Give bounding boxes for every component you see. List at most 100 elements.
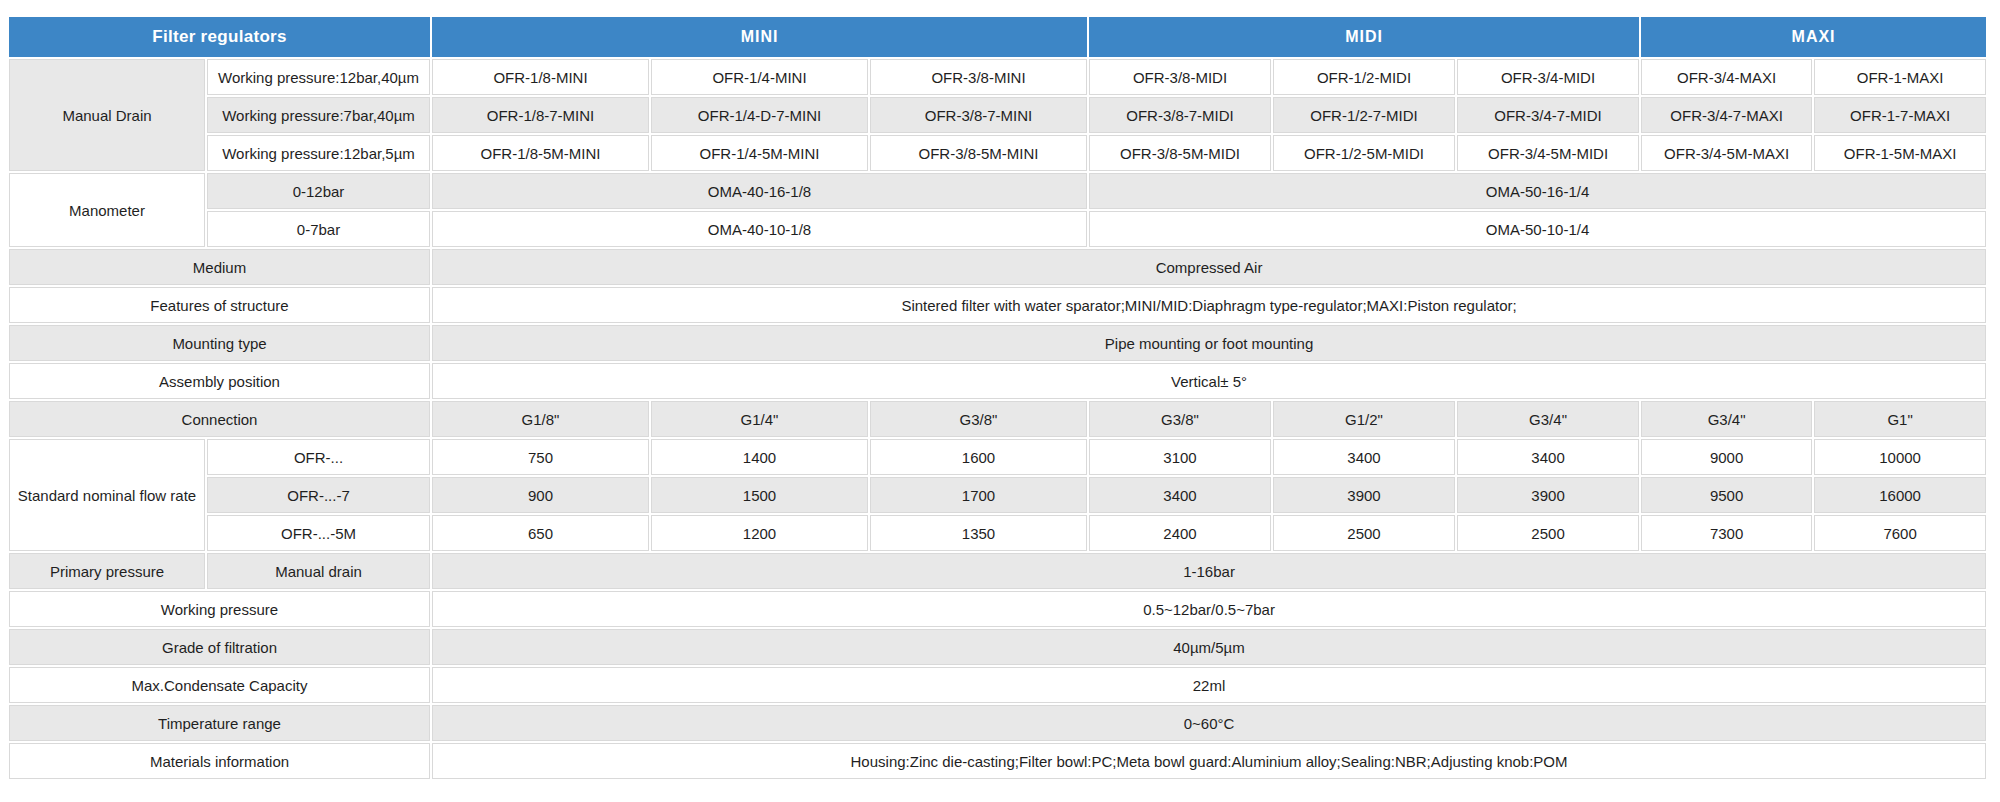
flow-value-cell: 3400 bbox=[1089, 477, 1271, 513]
spec-value-cell: 1-16bar bbox=[432, 553, 1986, 589]
manometer-label: Manometer bbox=[9, 173, 205, 247]
model-cell: OFR-3/8-5M-MIDI bbox=[1089, 135, 1271, 171]
spec-label-cell: Max.Condensate Capacity bbox=[9, 667, 430, 703]
working-pressure-row: Working pressure 0.5~12bar/0.5~7bar bbox=[9, 591, 1986, 627]
spec-label-cell: Mounting type bbox=[9, 325, 430, 361]
range-cell: 0-7bar bbox=[207, 211, 430, 247]
spec-value-cell: Sintered filter with water sparator;MINI… bbox=[432, 287, 1986, 323]
spec-label-cell: Materials information bbox=[9, 743, 430, 779]
manual-drain-row-7bar-40um: Working pressure:7bar,40µm OFR-1/8-7-MIN… bbox=[9, 97, 1986, 133]
connection-size-cell: G3/4" bbox=[1641, 401, 1812, 437]
spec-label-cell: Primary pressure bbox=[9, 553, 205, 589]
flow-rate-row-5m: OFR-...-5M 650 1200 1350 2400 2500 2500 … bbox=[9, 515, 1986, 551]
spec-value-cell: 40µm/5µm bbox=[432, 629, 1986, 665]
primary-pressure-row: Primary pressure Manual drain 1-16bar bbox=[9, 553, 1986, 589]
spec-value-cell: Pipe mounting or foot mounting bbox=[432, 325, 1986, 361]
manometer-model-cell: OMA-40-10-1/8 bbox=[432, 211, 1087, 247]
condition-cell: Working pressure:12bar,40µm bbox=[207, 59, 430, 95]
manometer-model-cell: OMA-50-16-1/4 bbox=[1089, 173, 1986, 209]
spec-label-cell: Connection bbox=[9, 401, 430, 437]
model-cell: OFR-1/4-D-7-MINI bbox=[651, 97, 868, 133]
manometer-row-0-12bar: Manometer 0-12bar OMA-40-16-1/8 OMA-50-1… bbox=[9, 173, 1986, 209]
manual-drain-label: Manual Drain bbox=[9, 59, 205, 171]
spec-label-cell: Working pressure bbox=[9, 591, 430, 627]
header-filter-regulators: Filter regulators bbox=[9, 17, 430, 57]
model-cell: OFR-1/4-5M-MINI bbox=[651, 135, 868, 171]
connection-size-cell: G1/8" bbox=[432, 401, 649, 437]
flow-value-cell: 2500 bbox=[1273, 515, 1455, 551]
flow-value-cell: 9000 bbox=[1641, 439, 1812, 475]
model-cell: OFR-3/8-5M-MINI bbox=[870, 135, 1087, 171]
grade-of-filtration-row: Grade of filtration 40µm/5µm bbox=[9, 629, 1986, 665]
flow-value-cell: 900 bbox=[432, 477, 649, 513]
flow-model-cell: OFR-... bbox=[207, 439, 430, 475]
spec-value-cell: Housing:Zinc die-casting;Filter bowl:PC;… bbox=[432, 743, 1986, 779]
connection-size-cell: G3/8" bbox=[1089, 401, 1271, 437]
model-cell: OFR-3/4-7-MIDI bbox=[1457, 97, 1639, 133]
spec-label-cell: Grade of filtration bbox=[9, 629, 430, 665]
flow-value-cell: 2400 bbox=[1089, 515, 1271, 551]
model-cell: OFR-1-5M-MAXI bbox=[1814, 135, 1986, 171]
flow-rate-label: Standard nominal flow rate bbox=[9, 439, 205, 551]
medium-row: Medium Compressed Air bbox=[9, 249, 1986, 285]
flow-value-cell: 2500 bbox=[1457, 515, 1639, 551]
model-cell: OFR-1-7-MAXI bbox=[1814, 97, 1986, 133]
flow-value-cell: 3900 bbox=[1457, 477, 1639, 513]
model-cell: OFR-1/2-5M-MIDI bbox=[1273, 135, 1455, 171]
model-cell: OFR-1/8-7-MINI bbox=[432, 97, 649, 133]
flow-value-cell: 1200 bbox=[651, 515, 868, 551]
flow-value-cell: 650 bbox=[432, 515, 649, 551]
model-cell: OFR-3/4-7-MAXI bbox=[1641, 97, 1812, 133]
spec-sublabel-cell: Manual drain bbox=[207, 553, 430, 589]
header-midi: MIDI bbox=[1089, 17, 1639, 57]
header-maxi: MAXI bbox=[1641, 17, 1986, 57]
connection-size-cell: G1/4" bbox=[651, 401, 868, 437]
spec-label-cell: Features of structure bbox=[9, 287, 430, 323]
manual-drain-row-12bar-5um: Working pressure:12bar,5µm OFR-1/8-5M-MI… bbox=[9, 135, 1986, 171]
spec-value-cell: 22ml bbox=[432, 667, 1986, 703]
flow-value-cell: 3400 bbox=[1457, 439, 1639, 475]
model-cell: OFR-3/4-MIDI bbox=[1457, 59, 1639, 95]
model-cell: OFR-1/2-7-MIDI bbox=[1273, 97, 1455, 133]
header-mini: MINI bbox=[432, 17, 1087, 57]
features-row: Features of structure Sintered filter wi… bbox=[9, 287, 1986, 323]
mounting-type-row: Mounting type Pipe mounting or foot moun… bbox=[9, 325, 1986, 361]
connection-size-cell: G1/2" bbox=[1273, 401, 1455, 437]
model-cell: OFR-3/4-MAXI bbox=[1641, 59, 1812, 95]
flow-value-cell: 3100 bbox=[1089, 439, 1271, 475]
model-cell: OFR-3/8-MINI bbox=[870, 59, 1087, 95]
flow-value-cell: 3400 bbox=[1273, 439, 1455, 475]
temperature-range-row: Timperature range 0~60°C bbox=[9, 705, 1986, 741]
spec-label-cell: Assembly position bbox=[9, 363, 430, 399]
connection-size-cell: G3/4" bbox=[1457, 401, 1639, 437]
model-cell: OFR-3/8-7-MIDI bbox=[1089, 97, 1271, 133]
range-cell: 0-12bar bbox=[207, 173, 430, 209]
model-cell: OFR-1-MAXI bbox=[1814, 59, 1986, 95]
condition-cell: Working pressure:12bar,5µm bbox=[207, 135, 430, 171]
spec-value-cell: 0.5~12bar/0.5~7bar bbox=[432, 591, 1986, 627]
manual-drain-row-12bar-40um: Manual Drain Working pressure:12bar,40µm… bbox=[9, 59, 1986, 95]
flow-value-cell: 7300 bbox=[1641, 515, 1812, 551]
condensate-capacity-row: Max.Condensate Capacity 22ml bbox=[9, 667, 1986, 703]
spec-label-cell: Timperature range bbox=[9, 705, 430, 741]
connection-size-cell: G3/8" bbox=[870, 401, 1087, 437]
model-cell: OFR-3/4-5M-MAXI bbox=[1641, 135, 1812, 171]
model-cell: OFR-3/8-7-MINI bbox=[870, 97, 1087, 133]
model-cell: OFR-1/4-MINI bbox=[651, 59, 868, 95]
spec-value-cell: Compressed Air bbox=[432, 249, 1986, 285]
table-header-row: Filter regulators MINI MIDI MAXI bbox=[9, 17, 1986, 57]
connection-size-cell: G1" bbox=[1814, 401, 1986, 437]
connection-row: Connection G1/8" G1/4" G3/8" G3/8" G1/2"… bbox=[9, 401, 1986, 437]
model-cell: OFR-3/8-MIDI bbox=[1089, 59, 1271, 95]
model-cell: OFR-3/4-5M-MIDI bbox=[1457, 135, 1639, 171]
flow-rate-row-7: OFR-...-7 900 1500 1700 3400 3900 3900 9… bbox=[9, 477, 1986, 513]
flow-value-cell: 16000 bbox=[1814, 477, 1986, 513]
spec-value-cell: 0~60°C bbox=[432, 705, 1986, 741]
flow-value-cell: 1400 bbox=[651, 439, 868, 475]
flow-value-cell: 3900 bbox=[1273, 477, 1455, 513]
flow-value-cell: 1700 bbox=[870, 477, 1087, 513]
model-cell: OFR-1/8-5M-MINI bbox=[432, 135, 649, 171]
flow-model-cell: OFR-...-5M bbox=[207, 515, 430, 551]
spec-value-cell: Vertical± 5° bbox=[432, 363, 1986, 399]
manometer-row-0-7bar: 0-7bar OMA-40-10-1/8 OMA-50-10-1/4 bbox=[9, 211, 1986, 247]
